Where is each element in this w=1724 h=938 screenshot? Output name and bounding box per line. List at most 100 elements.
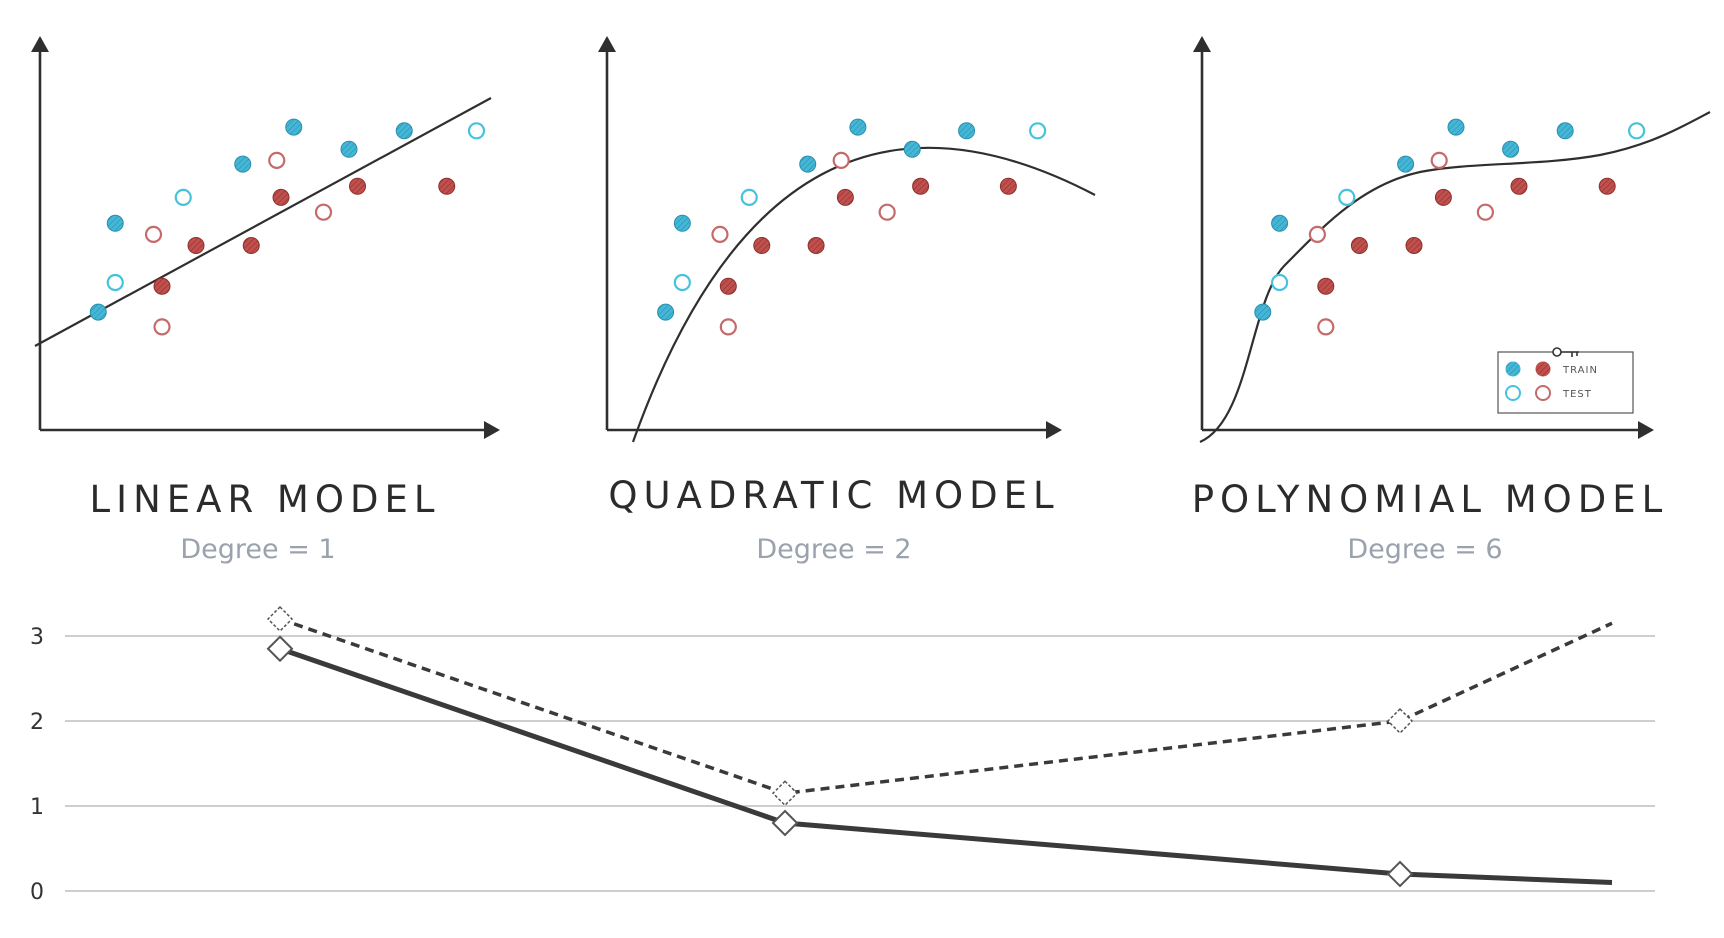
y-axis-arrow-icon bbox=[31, 36, 49, 52]
test-point-blue bbox=[1627, 122, 1646, 140]
diamond-marker bbox=[266, 605, 294, 633]
train-point-red bbox=[153, 277, 171, 295]
train-point-red bbox=[753, 237, 771, 254]
legend-test-red-marker bbox=[1535, 385, 1551, 401]
quadratic-model-panel: QUADRATIC MODEL Degree = 2 bbox=[598, 36, 1096, 565]
train-point-red bbox=[1434, 188, 1452, 206]
train-point-red bbox=[1317, 277, 1335, 295]
train-point-blue bbox=[1556, 122, 1574, 140]
train-point-blue bbox=[106, 214, 124, 232]
y-tick-label: 3 bbox=[30, 625, 44, 650]
x-axis-arrow-icon bbox=[1638, 421, 1654, 439]
diamond-marker bbox=[266, 635, 294, 663]
train-point-red bbox=[1598, 177, 1616, 195]
train-point-red bbox=[836, 188, 854, 206]
train-point-blue bbox=[395, 122, 413, 140]
test-point-red bbox=[1308, 225, 1327, 243]
key-icon bbox=[1552, 347, 1579, 357]
train-point-blue bbox=[1254, 303, 1272, 321]
train-point-red bbox=[438, 177, 456, 195]
train-point-red bbox=[187, 237, 205, 254]
test-point-red bbox=[878, 203, 896, 221]
diamond-marker bbox=[771, 780, 799, 807]
data-points bbox=[89, 118, 486, 336]
legend-train-label: TRAIN bbox=[1562, 365, 1598, 376]
diamond-marker bbox=[771, 809, 799, 837]
legend-train-blue-marker bbox=[1505, 361, 1521, 377]
solid-series-line bbox=[279, 646, 1613, 885]
linear-fit-line bbox=[34, 97, 492, 347]
model-title: QUADRATIC MODEL bbox=[608, 474, 1059, 517]
test-point-blue bbox=[1338, 188, 1356, 206]
test-point-blue bbox=[673, 273, 691, 292]
linear-model-panel: LINEAR MODEL Degree = 1 bbox=[31, 36, 500, 565]
train-point-red bbox=[349, 177, 366, 195]
test-point-red bbox=[1476, 203, 1495, 221]
test-point-blue bbox=[740, 188, 758, 206]
model-title: POLYNOMIAL MODEL bbox=[1192, 478, 1669, 521]
x-axis-arrow-icon bbox=[1046, 421, 1062, 439]
test-point-red bbox=[1317, 318, 1335, 336]
train-point-red bbox=[242, 237, 260, 254]
y-tick-labels: 0 1 2 3 bbox=[30, 625, 44, 905]
data-points bbox=[1254, 118, 1646, 336]
train-point-blue bbox=[89, 303, 107, 321]
train-point-blue bbox=[673, 214, 691, 232]
y-tick-label: 0 bbox=[30, 880, 44, 905]
test-point-red bbox=[832, 151, 850, 169]
train-point-blue bbox=[1447, 118, 1465, 136]
test-point-red bbox=[711, 225, 729, 243]
gridlines bbox=[65, 635, 1655, 892]
train-point-blue bbox=[340, 140, 358, 158]
dashed-series-line bbox=[279, 617, 1613, 796]
y-axis-arrow-icon bbox=[598, 36, 616, 52]
model-title: LINEAR MODEL bbox=[90, 478, 441, 521]
polynomial-model-panel: TRAIN TEST POLYNOMIAL MODEL Degree = 6 bbox=[1192, 36, 1711, 565]
series-lines bbox=[279, 617, 1613, 885]
train-point-blue bbox=[799, 155, 817, 173]
train-point-blue bbox=[234, 155, 252, 173]
train-point-red bbox=[1510, 177, 1528, 195]
train-point-red bbox=[999, 177, 1017, 195]
test-point-red bbox=[153, 318, 171, 336]
train-point-red bbox=[1405, 237, 1423, 254]
y-tick-label: 1 bbox=[30, 795, 44, 820]
legend-box bbox=[1497, 351, 1634, 414]
train-point-blue bbox=[903, 140, 921, 158]
legend-train-red-marker bbox=[1535, 361, 1551, 377]
data-points bbox=[657, 118, 1047, 336]
train-point-red bbox=[719, 277, 737, 295]
train-point-blue bbox=[657, 303, 675, 321]
test-point-red bbox=[719, 318, 737, 336]
legend: TRAIN TEST bbox=[1497, 347, 1634, 414]
model-degree: Degree = 2 bbox=[756, 534, 911, 565]
train-point-blue bbox=[1397, 155, 1415, 173]
train-point-red bbox=[272, 188, 290, 206]
y-axis-arrow-icon bbox=[1193, 36, 1211, 52]
legend-test-blue-marker bbox=[1505, 385, 1521, 401]
train-point-blue bbox=[1271, 214, 1289, 232]
train-point-blue bbox=[285, 118, 303, 136]
polynomial-fit-curve bbox=[1199, 111, 1711, 444]
test-point-blue bbox=[1029, 122, 1047, 140]
quadratic-fit-curve bbox=[631, 146, 1096, 443]
test-point-red bbox=[1430, 151, 1448, 169]
test-point-blue bbox=[1270, 273, 1289, 292]
x-axis-arrow-icon bbox=[484, 421, 500, 439]
legend-test-label: TEST bbox=[1562, 389, 1592, 400]
test-point-blue bbox=[106, 273, 124, 292]
train-point-red bbox=[1350, 237, 1368, 254]
test-point-red bbox=[268, 151, 286, 169]
model-degree: Degree = 6 bbox=[1347, 534, 1502, 565]
test-point-blue bbox=[467, 122, 486, 140]
train-point-blue bbox=[1502, 140, 1520, 158]
train-point-blue bbox=[849, 118, 867, 136]
diamond-marker bbox=[1386, 707, 1414, 735]
error-line-chart: 0 1 2 3 bbox=[30, 605, 1655, 905]
train-point-red bbox=[807, 237, 825, 254]
train-point-red bbox=[912, 177, 930, 195]
model-degree: Degree = 1 bbox=[180, 534, 335, 565]
test-point-red bbox=[314, 203, 333, 221]
